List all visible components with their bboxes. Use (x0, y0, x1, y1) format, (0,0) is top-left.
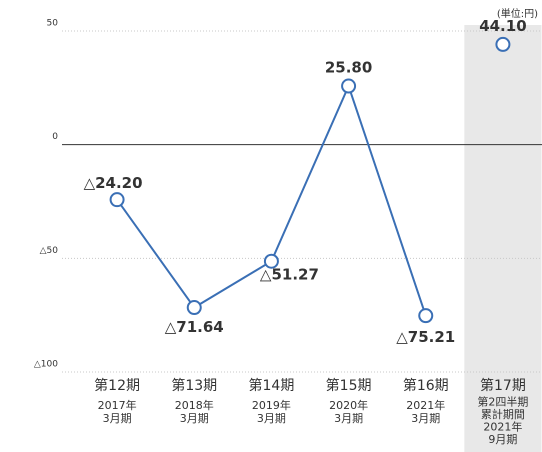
data-point (495, 36, 511, 52)
y-tick-label: △100 (34, 360, 58, 370)
highlight-band (464, 25, 542, 452)
x-tick-label: 第14期 (249, 377, 295, 394)
x-tick-sublabel: 累計期間 (481, 407, 525, 421)
data-label: 25.80 (325, 59, 372, 77)
data-label: △71.64 (165, 318, 224, 336)
x-tick-sublabel: 3月期 (411, 412, 440, 425)
x-tick-sublabel: 3月期 (257, 412, 286, 425)
x-tick-label: 第12期 (94, 377, 140, 394)
x-tick-sublabel: 3月期 (334, 412, 363, 425)
x-tick-label: 第13期 (171, 377, 217, 394)
data-label: 44.10 (479, 17, 526, 35)
y-tick-label: 0 (52, 132, 58, 142)
x-tick-label: 第17期 (480, 377, 526, 394)
x-tick-label: 第16期 (403, 377, 449, 394)
x-tick-label: 第15期 (326, 377, 372, 394)
unit-label: (単位:円) (497, 7, 538, 20)
x-tick-sublabel: 2021年 (483, 420, 522, 434)
x-tick-sublabel: 第2四半期 (477, 395, 528, 409)
data-point (186, 300, 202, 316)
y-tick-label: △50 (40, 246, 59, 256)
data-label: △51.27 (260, 266, 319, 284)
data-label: △75.21 (396, 328, 455, 346)
data-point (418, 308, 434, 324)
x-tick-sublabel: 2020年 (329, 398, 368, 412)
x-tick-sublabel: 9月期 (488, 433, 517, 446)
data-label: △24.20 (84, 174, 143, 192)
x-tick-sublabel: 2021年 (406, 398, 445, 412)
x-tick-sublabel: 3月期 (180, 412, 209, 425)
x-tick-sublabel: 2017年 (98, 398, 137, 412)
data-point (263, 253, 279, 269)
x-tick-sublabel: 2019年 (252, 398, 291, 412)
data-point (341, 78, 357, 94)
x-tick-sublabel: 3月期 (103, 412, 132, 425)
y-tick-label: 50 (47, 19, 59, 29)
x-tick-sublabel: 2018年 (175, 398, 214, 412)
data-point (109, 192, 125, 208)
